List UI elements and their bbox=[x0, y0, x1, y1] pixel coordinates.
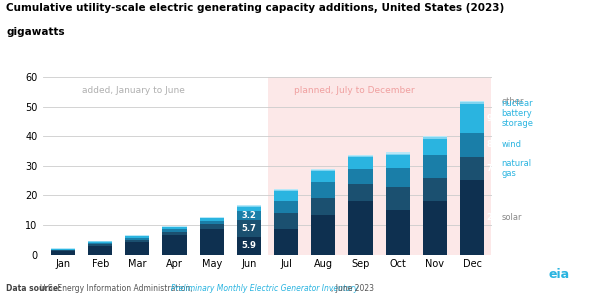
Bar bbox=[385, 210, 410, 255]
Text: Preliminary Monthly Electric Generator Inventory: Preliminary Monthly Electric Generator I… bbox=[171, 284, 359, 293]
Bar bbox=[88, 241, 112, 242]
Bar bbox=[385, 154, 410, 155]
Bar bbox=[199, 218, 224, 221]
Text: 7.8: 7.8 bbox=[486, 164, 501, 173]
Text: battery
storage: battery storage bbox=[502, 109, 534, 128]
Bar bbox=[199, 229, 224, 255]
Bar bbox=[423, 136, 447, 137]
Bar bbox=[51, 251, 75, 255]
Bar bbox=[423, 137, 447, 139]
Bar bbox=[460, 180, 484, 255]
Bar bbox=[385, 152, 410, 154]
Text: 9.6: 9.6 bbox=[486, 114, 501, 123]
Bar bbox=[237, 220, 261, 237]
Bar bbox=[348, 201, 373, 255]
Text: 3.2: 3.2 bbox=[241, 211, 257, 220]
Bar bbox=[423, 155, 447, 178]
Bar bbox=[51, 249, 75, 250]
Bar bbox=[199, 224, 224, 229]
Bar bbox=[274, 190, 298, 191]
Text: 25.2: 25.2 bbox=[486, 213, 507, 222]
Bar bbox=[311, 170, 336, 171]
Text: eia: eia bbox=[549, 268, 570, 281]
Bar bbox=[51, 248, 75, 249]
Text: Cumulative utility-scale electric generating capacity additions, United States (: Cumulative utility-scale electric genera… bbox=[6, 3, 504, 13]
Bar bbox=[311, 169, 336, 170]
Bar bbox=[199, 221, 224, 224]
Bar bbox=[385, 187, 410, 210]
Text: 8.1: 8.1 bbox=[486, 140, 501, 149]
Bar bbox=[125, 235, 150, 236]
Bar bbox=[460, 102, 484, 104]
Bar bbox=[311, 215, 336, 255]
Text: U.S. Energy Information Administration,: U.S. Energy Information Administration, bbox=[40, 284, 195, 293]
Bar bbox=[125, 240, 150, 242]
Bar bbox=[311, 182, 336, 198]
Text: 5.9: 5.9 bbox=[241, 241, 257, 250]
Text: , June 2023: , June 2023 bbox=[331, 284, 375, 293]
Bar bbox=[385, 155, 410, 168]
Bar bbox=[51, 250, 75, 251]
Bar bbox=[237, 205, 261, 206]
Bar bbox=[162, 227, 187, 229]
Bar bbox=[348, 156, 373, 157]
Bar bbox=[423, 139, 447, 155]
Bar bbox=[311, 171, 336, 182]
Bar bbox=[162, 229, 187, 232]
Text: other: other bbox=[502, 97, 524, 106]
Text: solar: solar bbox=[502, 213, 522, 222]
Text: 5.7: 5.7 bbox=[241, 224, 257, 233]
Text: added, January to June: added, January to June bbox=[81, 86, 184, 95]
Bar bbox=[348, 155, 373, 156]
Bar bbox=[162, 226, 187, 227]
Bar bbox=[348, 169, 373, 184]
Bar bbox=[423, 201, 447, 255]
Bar bbox=[385, 168, 410, 187]
Bar bbox=[162, 235, 187, 255]
Bar bbox=[274, 191, 298, 201]
Bar bbox=[125, 242, 150, 255]
Bar bbox=[348, 184, 373, 201]
Bar bbox=[274, 229, 298, 255]
Bar bbox=[162, 232, 187, 235]
Bar bbox=[125, 238, 150, 240]
Text: planned, July to December: planned, July to December bbox=[294, 86, 414, 95]
Bar bbox=[348, 157, 373, 169]
Bar bbox=[274, 201, 298, 213]
Bar bbox=[237, 207, 261, 211]
Bar bbox=[199, 217, 224, 218]
Text: gigawatts: gigawatts bbox=[6, 27, 64, 37]
Bar bbox=[125, 236, 150, 238]
Bar bbox=[460, 104, 484, 133]
Bar bbox=[88, 246, 112, 255]
Text: wind: wind bbox=[502, 140, 522, 149]
Text: natural
gas: natural gas bbox=[502, 159, 532, 178]
Bar bbox=[274, 189, 298, 190]
Bar bbox=[460, 157, 484, 180]
Bar bbox=[274, 213, 298, 229]
Bar bbox=[423, 178, 447, 201]
Bar bbox=[311, 198, 336, 215]
Bar bbox=[460, 101, 484, 102]
Bar bbox=[88, 243, 112, 244]
Bar bbox=[88, 244, 112, 246]
Bar bbox=[237, 206, 261, 207]
Bar bbox=[268, 77, 491, 255]
Text: nuclear: nuclear bbox=[502, 99, 533, 108]
Bar bbox=[460, 133, 484, 157]
Text: Data source:: Data source: bbox=[6, 284, 64, 293]
Bar bbox=[88, 242, 112, 243]
Bar bbox=[237, 211, 261, 220]
Bar bbox=[237, 237, 261, 255]
